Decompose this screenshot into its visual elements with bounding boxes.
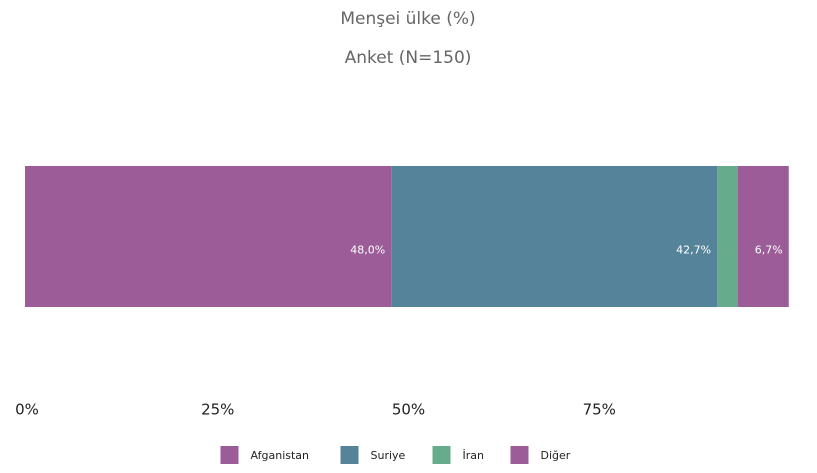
legend-swatch (340, 446, 359, 464)
legend-label: Diğer (541, 449, 571, 462)
value-label: 6,7% (755, 244, 783, 257)
legend-label: Afganistan (251, 449, 310, 462)
value-label: 48,0% (350, 244, 385, 257)
bar-segment (25, 166, 392, 307)
chart-title: Menşei ülke (%) (340, 9, 475, 29)
bar-segment (717, 166, 738, 307)
legend-swatch (220, 446, 239, 464)
x-tick-label: 75% (583, 401, 616, 419)
x-tick-label: 25% (201, 401, 234, 419)
chart-subtitle: Anket (N=150) (345, 48, 472, 68)
legend-label: İran (463, 449, 485, 462)
value-label: 42,7% (676, 244, 711, 257)
bar-segment (391, 166, 718, 307)
x-tick-label: 0% (15, 401, 39, 419)
legend-swatch (510, 446, 529, 464)
legend-swatch (432, 446, 451, 464)
x-tick-label: 50% (392, 401, 425, 419)
bar-segment (737, 166, 789, 307)
legend-label: Suriye (371, 449, 406, 462)
